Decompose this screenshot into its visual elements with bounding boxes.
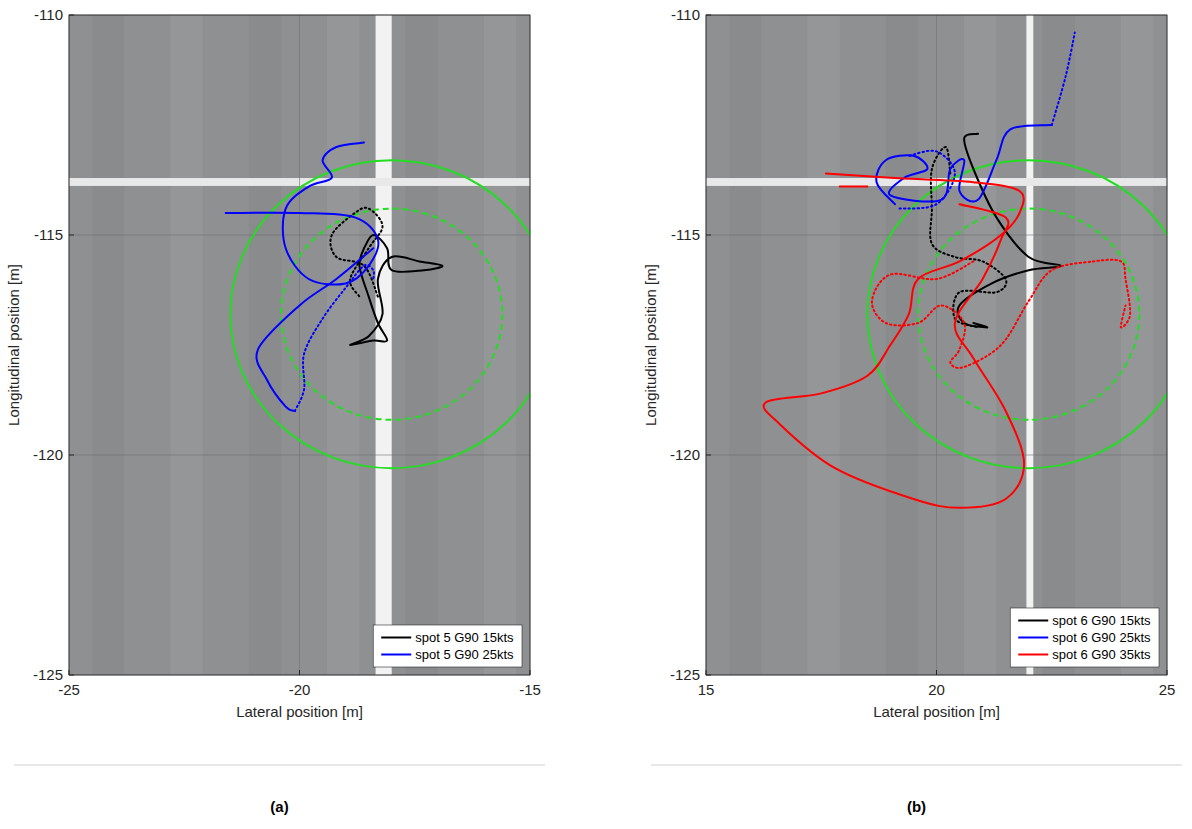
deck-stripe [376,15,392,675]
trajectory [872,260,1130,368]
legend-label: spot 6 G90 35kts [1052,647,1151,662]
panel-label: (a) [270,798,288,815]
grid-line [299,15,300,675]
deck [706,15,1167,675]
legend-swatch [381,637,411,639]
tick-label: -125 [33,666,63,683]
tick-label: -120 [670,446,700,463]
deck-shade [807,15,839,675]
tick-label: -110 [34,6,63,23]
trajectory [295,265,374,411]
trajectory [256,248,373,411]
axis-title: Lateral position [m] [873,703,1000,720]
trajectory [330,208,382,297]
tick [706,235,711,236]
tick [69,235,74,236]
axis-title: Lateral position [m] [236,703,363,720]
legend-swatch [381,654,411,656]
landing-circle [918,209,1139,420]
deck-shade [92,15,124,675]
tick [706,675,711,676]
panel: 15 20 25 -125 -120 -115 -110 Lateral position [… [642,6,1190,815]
grid-line [706,235,1167,236]
deck-background [706,15,1167,675]
deck-shade [249,15,281,675]
panel-label: (b) [907,798,926,815]
plot-area [226,143,530,469]
tick [706,670,707,675]
tick-label: 15 [698,681,715,698]
tick [69,455,74,456]
legend-label: spot 5 G90 15kts [415,630,514,645]
landing-circle [867,160,1167,468]
plot-area [764,33,1167,508]
grid-line [706,455,1167,456]
deck-shade [406,15,438,675]
tick [69,675,74,676]
panel: -25 -20 -15 -125 -120 -115 -110 Lateral positio… [5,6,553,815]
legend: spot 6 G90 15kts spot 6 G90 25kts spot 6 G… [1010,608,1159,667]
tick [69,670,70,675]
tick-label: -120 [33,446,63,463]
tick-label: -115 [34,226,63,243]
legend-label: spot 5 G90 25kts [415,647,514,662]
tick-label: -25 [58,681,80,698]
grid-line [936,15,937,675]
separator [14,765,545,766]
deck-shade [170,15,202,675]
deck-stripe [1026,15,1033,675]
tick-label: 20 [928,681,945,698]
trajectory [350,235,442,345]
grid-line [69,235,530,236]
landing-circle [230,160,530,468]
legend-box [373,625,522,667]
tick-label: -15 [519,681,541,698]
separator [651,765,1182,766]
tick [299,670,300,675]
legend-swatch [1018,620,1048,622]
legend-swatch [1018,637,1048,639]
legend-box [1010,608,1159,667]
frame [706,15,1167,675]
legend-label: spot 6 G90 15kts [1052,613,1151,628]
trajectory [764,173,1025,507]
legend-label: spot 6 G90 25kts [1052,630,1151,645]
deck-shade [729,15,761,675]
deck-shade [964,15,996,675]
tick [936,670,937,675]
axis-title: Longitudinal position [m] [5,264,22,426]
deck-shade [1121,15,1153,675]
deck-shade [1043,15,1075,675]
grid-line [69,455,530,456]
tick-label: -110 [671,6,700,23]
tick-label: 25 [1159,681,1176,698]
tick [530,670,531,675]
figure: -25 -20 -15 -125 -120 -115 -110 Lateral positio… [0,0,1192,829]
tick-label: -125 [670,666,700,683]
trajectory [876,125,1052,204]
deck-shade [484,15,516,675]
legend-swatch [1018,654,1048,656]
deck [69,15,530,675]
tick [706,455,711,456]
trajectory [958,134,1061,328]
tick [69,15,74,16]
axis-title: Longitudinal position [m] [642,264,659,426]
frame [69,15,530,675]
landing-circle [281,209,502,420]
tick [706,15,711,16]
tick [1167,670,1168,675]
deck-background [69,15,530,675]
legend: spot 5 G90 15kts spot 5 G90 25kts [373,625,522,667]
trajectory [1052,33,1075,125]
tick-label: -115 [671,226,700,243]
trajectory [840,186,868,188]
tick-label: -20 [289,681,311,698]
